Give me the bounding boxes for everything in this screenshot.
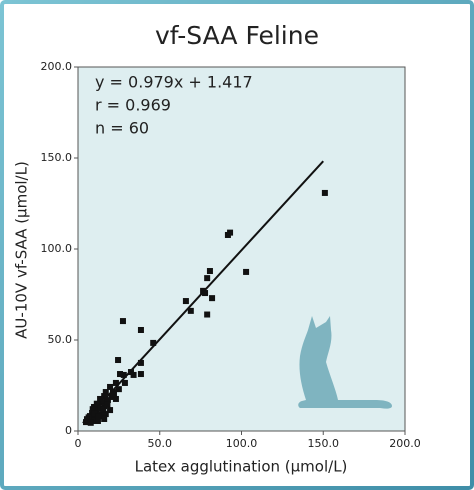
point [101,403,108,410]
y-axis-label: AU-10V vf-SAA (μmol/L) [13,161,31,339]
x-tick-label: 50.0 [148,437,173,450]
point [101,393,108,400]
point [137,326,144,333]
x-tick-label: 0 [75,437,82,450]
point [204,311,211,318]
point [102,389,109,396]
point [95,413,102,420]
cat-silhouette [298,316,392,409]
point [83,416,90,423]
chart-title: vf-SAA Feline [155,21,319,50]
y-tick-label: 200.0 [41,60,73,73]
point [206,268,213,275]
point [87,419,94,426]
point [112,379,119,386]
point [107,383,114,390]
x-tick-label: 200.0 [389,437,421,450]
point [150,339,157,346]
point [107,407,114,414]
point [121,379,128,386]
point [119,318,126,325]
point [104,401,111,408]
point [243,268,250,275]
point [117,371,124,378]
point [94,417,101,424]
y-tick-label: 150.0 [41,151,73,164]
point [104,397,111,404]
point [204,275,211,282]
point [112,395,119,402]
point [137,371,144,378]
y-tick-label: 100.0 [41,242,73,255]
point [321,189,328,196]
point [187,307,194,314]
annotation: r = 0.969 [95,96,171,115]
point [110,391,117,398]
point [100,406,107,413]
annotation: n = 60 [95,119,149,138]
point [202,290,209,297]
point [91,410,98,417]
point [102,411,109,418]
x-axis-label: Latex agglutination (μmol/L) [135,458,348,476]
y-tick-label: 50.0 [48,333,73,346]
point [137,359,144,366]
point [101,415,108,422]
point [115,357,122,364]
y-tick-label: 0 [65,424,72,437]
point [224,231,231,238]
point [182,298,189,305]
point [209,295,216,302]
annotation: y = 0.979x + 1.417 [95,73,253,92]
point [99,399,106,406]
point [115,386,122,393]
point [97,395,104,402]
point [120,371,127,378]
x-tick-label: 100.0 [226,437,258,450]
point [130,371,137,378]
x-tick-label: 150.0 [308,437,340,450]
point [93,400,100,407]
point [89,406,96,413]
